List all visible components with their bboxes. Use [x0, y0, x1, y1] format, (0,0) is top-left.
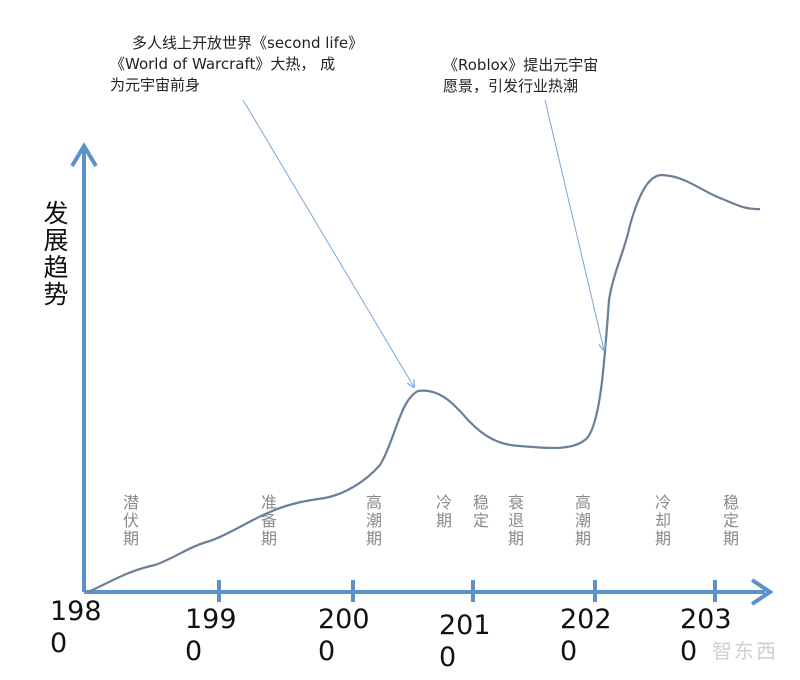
y-axis-arrow-head	[70, 142, 98, 168]
annotation-arrow-1	[242, 99, 414, 387]
annotation-arrow-2	[544, 99, 604, 350]
phase-label-4: 冷期	[433, 494, 452, 530]
x-tick-label-2030: 2030	[680, 604, 732, 667]
x-tick-label-2010: 2010	[439, 610, 491, 673]
phase-label-9: 稳定期	[720, 494, 739, 548]
x-tick-label-2020: 2020	[560, 604, 612, 667]
annotation-first-line3: 为元宇宙前身	[110, 76, 201, 94]
x-tick-label-2000: 2000	[318, 604, 370, 667]
phase-label-6: 衰退期	[505, 494, 524, 548]
watermark-logo: 智东西	[712, 639, 778, 663]
y-axis-label-text: 发展趋势	[40, 200, 69, 308]
x-tick-label-1980: 1980	[50, 596, 102, 659]
phase-label-5: 稳定	[470, 494, 489, 530]
phase-label-3: 高潮期	[363, 494, 382, 548]
y-axis-label: 发展趋势	[40, 200, 69, 308]
annotation-first-line1: 多人线上开放世界《second life》	[132, 34, 364, 52]
phase-label-7: 高潮期	[572, 494, 591, 548]
annotation-first-wave: 多人线上开放世界《second life》 《World of Warcraft…	[110, 33, 364, 96]
x-tick-label-1990: 1990	[185, 604, 237, 667]
x-axis-arrow-head	[750, 578, 774, 606]
annotation-first-line2: 《World of Warcraft》大热， 成	[110, 55, 336, 73]
trend-curve	[87, 173, 761, 594]
phase-label-2: 准备期	[258, 494, 277, 548]
annotation-second-line1: 《Roblox》提出元宇宙	[443, 56, 599, 74]
annotation-second-line2: 愿景，引发行业热潮	[443, 77, 579, 95]
phase-label-8: 冷却期	[652, 494, 671, 548]
annotation-second-wave: 《Roblox》提出元宇宙 愿景，引发行业热潮	[443, 55, 598, 97]
phase-label-1: 潜伏期	[120, 494, 139, 548]
